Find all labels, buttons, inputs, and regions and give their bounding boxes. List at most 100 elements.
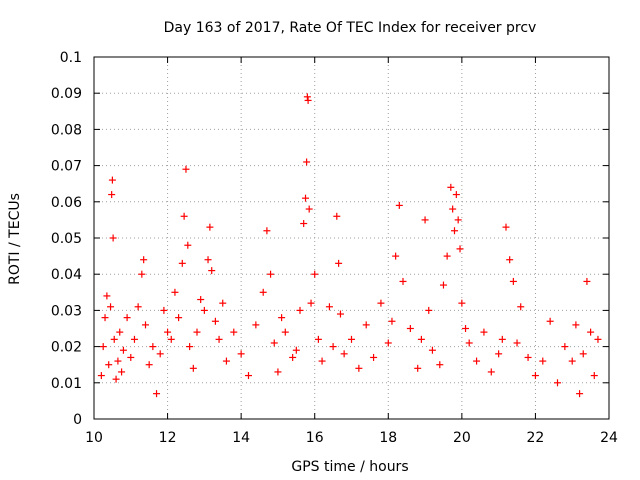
data-point (222, 357, 230, 365)
data-point (175, 314, 183, 322)
data-point (259, 288, 267, 296)
data-point (436, 361, 444, 369)
data-point (531, 372, 539, 380)
data-point (245, 372, 252, 380)
data-point (101, 314, 109, 322)
data-point (473, 357, 481, 365)
plot-frame (93, 56, 610, 420)
data-point (456, 245, 464, 253)
data-point (278, 314, 286, 322)
data-point (480, 328, 488, 336)
data-point (388, 317, 396, 325)
data-point (156, 350, 164, 358)
data-point (539, 357, 547, 365)
data-point (421, 216, 429, 224)
y-tick-label: 0.1 (60, 50, 82, 66)
data-point (99, 343, 107, 351)
data-point (340, 350, 348, 358)
data-points (97, 93, 602, 398)
data-point (304, 96, 312, 104)
data-point (292, 346, 300, 354)
data-point (384, 339, 392, 347)
x-tick-label: 12 (159, 430, 177, 446)
data-point (355, 364, 363, 372)
data-point (395, 201, 403, 209)
data-point (362, 321, 370, 329)
data-point (118, 368, 126, 376)
data-point (517, 303, 525, 311)
y-tick-label: 0.03 (51, 303, 82, 319)
data-point (377, 299, 385, 307)
data-point (314, 335, 322, 343)
data-point (561, 343, 569, 351)
data-point (348, 335, 355, 343)
y-tick-label: 0.01 (51, 376, 82, 392)
data-point (465, 339, 473, 347)
data-point (399, 277, 407, 285)
data-point (546, 317, 554, 325)
data-point (305, 205, 313, 213)
data-point (425, 306, 433, 314)
data-point (127, 353, 135, 361)
data-point (206, 223, 214, 231)
x-tick-label: 16 (306, 430, 324, 446)
data-point (263, 227, 271, 235)
data-point (590, 372, 598, 380)
x-tick-label: 24 (600, 430, 618, 446)
x-axis-label: GPS time / hours (291, 459, 408, 475)
data-point (116, 328, 124, 336)
y-tick-label: 0.07 (51, 159, 82, 175)
data-point (451, 227, 458, 235)
axis-ticks: 10 12 14 16 18 20 22 24 0 0.01 0.02 0.03 0.04 0.05 0.0… (51, 50, 618, 446)
data-point (237, 350, 245, 358)
data-point (524, 353, 532, 361)
data-point (153, 390, 161, 398)
data-point (579, 350, 587, 358)
data-point (289, 353, 297, 361)
data-point (119, 346, 127, 354)
data-point (110, 335, 118, 343)
data-point (303, 93, 311, 101)
x-tick-label: 18 (379, 430, 397, 446)
data-point (572, 321, 580, 329)
data-point (406, 325, 414, 332)
data-point (230, 328, 238, 336)
y-tick-label: 0.06 (51, 195, 82, 211)
data-point (145, 361, 153, 369)
data-point (568, 357, 576, 365)
data-point (447, 183, 455, 191)
data-point (302, 194, 310, 202)
data-point (178, 259, 186, 267)
data-point (335, 259, 343, 267)
data-point (123, 314, 131, 322)
data-point (267, 270, 275, 278)
data-point (219, 299, 227, 307)
y-tick-label: 0.04 (51, 267, 82, 283)
data-point (336, 310, 344, 318)
data-point (252, 321, 260, 329)
y-tick-label: 0 (73, 412, 82, 428)
data-point (164, 328, 172, 336)
data-point (300, 220, 308, 228)
data-point (587, 328, 595, 336)
data-point (171, 288, 179, 296)
data-point (325, 303, 333, 311)
data-point (495, 350, 503, 358)
data-point (452, 191, 460, 199)
data-point (370, 353, 378, 361)
data-point (428, 346, 436, 354)
data-point (182, 165, 190, 173)
data-point (502, 223, 510, 231)
data-point (138, 270, 146, 278)
data-point (270, 339, 278, 347)
data-point (130, 335, 138, 343)
data-point (149, 343, 157, 351)
data-point (180, 212, 188, 220)
grid-lines (94, 57, 609, 419)
y-tick-label: 0.09 (51, 86, 82, 102)
data-point (303, 158, 311, 166)
data-point (109, 234, 117, 242)
data-point (506, 256, 514, 264)
x-tick-label: 22 (527, 430, 545, 446)
